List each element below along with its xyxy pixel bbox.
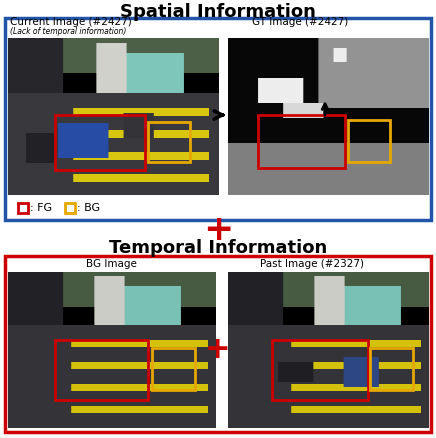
Bar xyxy=(18,203,28,213)
Bar xyxy=(65,203,75,213)
Bar xyxy=(5,18,431,220)
Text: BG Image: BG Image xyxy=(86,259,137,269)
Bar xyxy=(55,340,148,400)
Text: Spatial Information: Spatial Information xyxy=(120,3,316,21)
Bar xyxy=(55,115,145,170)
Bar xyxy=(5,256,431,432)
Bar xyxy=(272,340,368,400)
Text: GT Image (#2427): GT Image (#2427) xyxy=(252,17,348,27)
Bar xyxy=(152,348,195,390)
Text: +: + xyxy=(203,213,233,247)
Text: +: + xyxy=(205,336,231,364)
Bar xyxy=(370,348,413,390)
Bar xyxy=(348,120,390,162)
Text: : FG: : FG xyxy=(30,203,52,213)
Text: Temporal Information: Temporal Information xyxy=(109,239,327,257)
Text: Past Image (#2327): Past Image (#2327) xyxy=(260,259,364,269)
Text: Current Image (#2427): Current Image (#2427) xyxy=(10,17,132,27)
Bar xyxy=(258,115,345,168)
Text: (Lack of temporal information): (Lack of temporal information) xyxy=(10,28,126,36)
Text: : BG: : BG xyxy=(77,203,100,213)
Bar xyxy=(148,122,190,162)
